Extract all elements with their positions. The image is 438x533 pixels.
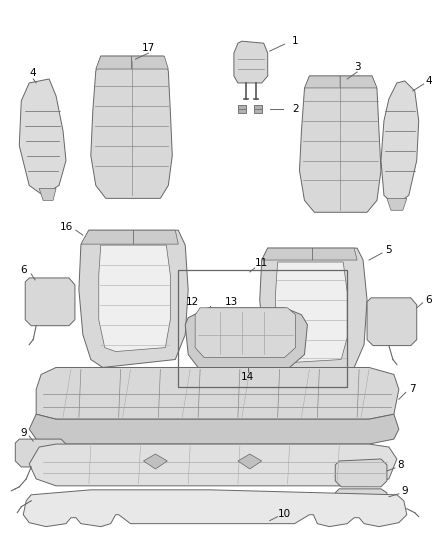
Polygon shape	[19, 79, 66, 196]
Text: 8: 8	[398, 460, 404, 470]
Polygon shape	[335, 489, 387, 515]
Polygon shape	[96, 56, 131, 69]
Polygon shape	[260, 248, 367, 375]
Text: 10: 10	[278, 508, 291, 519]
Polygon shape	[39, 188, 56, 200]
Polygon shape	[300, 76, 381, 212]
Polygon shape	[29, 414, 399, 444]
Polygon shape	[262, 248, 312, 260]
Text: 17: 17	[142, 43, 155, 53]
Polygon shape	[238, 454, 262, 469]
Polygon shape	[312, 248, 357, 260]
Bar	[178, 270, 347, 387]
Polygon shape	[131, 56, 168, 69]
Polygon shape	[29, 444, 397, 486]
Text: 12: 12	[186, 297, 199, 307]
Polygon shape	[91, 56, 172, 198]
Polygon shape	[134, 230, 178, 244]
Polygon shape	[335, 459, 387, 487]
Text: 6: 6	[20, 265, 27, 275]
Text: 4: 4	[30, 68, 36, 78]
Polygon shape	[144, 454, 167, 469]
Text: 1: 1	[292, 36, 299, 46]
Polygon shape	[387, 198, 407, 211]
Text: 4: 4	[425, 76, 432, 86]
Text: 5: 5	[385, 245, 392, 255]
Text: 7: 7	[410, 384, 416, 394]
Polygon shape	[367, 298, 417, 345]
Polygon shape	[254, 105, 262, 113]
Text: 11: 11	[255, 258, 268, 268]
Text: 2: 2	[292, 104, 299, 114]
Polygon shape	[99, 245, 170, 352]
Polygon shape	[381, 81, 419, 205]
Text: 3: 3	[354, 62, 360, 72]
Text: 14: 14	[241, 373, 254, 382]
Polygon shape	[15, 439, 69, 467]
Polygon shape	[276, 262, 347, 362]
Text: 13: 13	[225, 297, 239, 307]
Polygon shape	[36, 367, 399, 419]
Polygon shape	[23, 490, 407, 527]
Polygon shape	[79, 230, 188, 367]
Text: 9: 9	[20, 428, 27, 438]
Polygon shape	[340, 76, 377, 88]
Polygon shape	[304, 76, 340, 88]
Polygon shape	[238, 105, 246, 113]
Text: 16: 16	[60, 222, 73, 232]
Polygon shape	[185, 308, 307, 367]
Text: 9: 9	[402, 486, 408, 496]
Polygon shape	[81, 230, 134, 244]
Polygon shape	[195, 308, 296, 358]
Polygon shape	[25, 278, 75, 326]
Text: 6: 6	[425, 295, 432, 305]
Polygon shape	[234, 41, 268, 83]
